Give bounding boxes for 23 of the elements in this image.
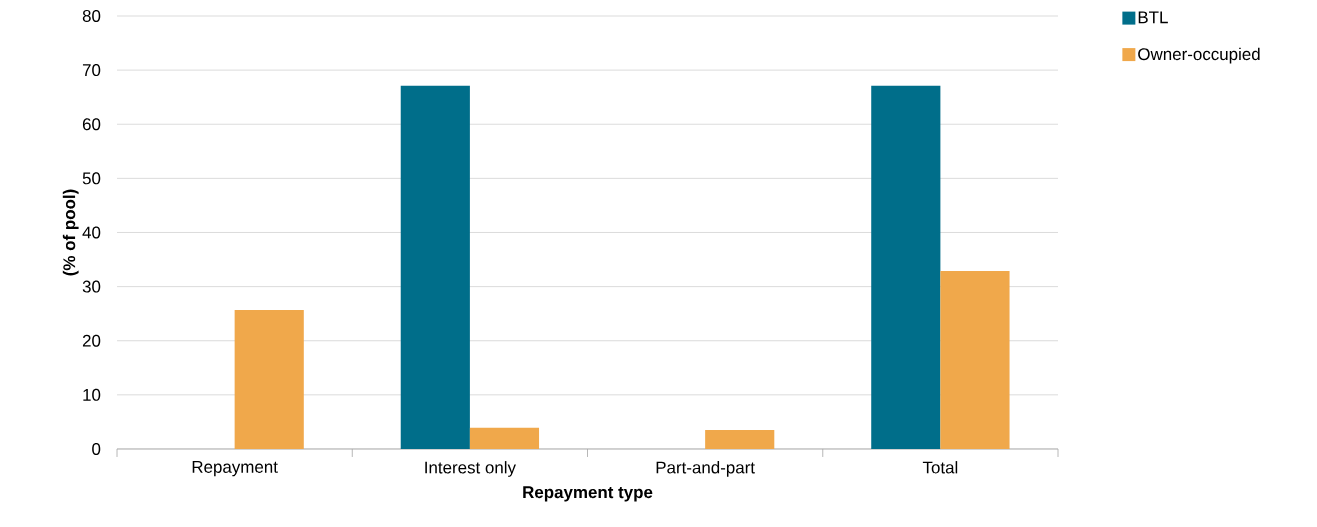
bar bbox=[871, 85, 941, 449]
bar bbox=[705, 430, 775, 449]
y-tick-label: 0 bbox=[92, 442, 101, 455]
legend-label: Owner-occupied bbox=[1138, 47, 1260, 64]
y-tick-label: 50 bbox=[82, 172, 101, 185]
y-tick-label: 80 bbox=[82, 9, 101, 22]
bar bbox=[234, 309, 304, 449]
x-tick-label: Part-and-part bbox=[656, 461, 755, 477]
bar bbox=[400, 85, 470, 449]
x-tick-label: Repayment bbox=[192, 461, 278, 477]
y-tick-label: 40 bbox=[82, 226, 101, 239]
y-tick-label: 70 bbox=[82, 64, 101, 77]
x-tick-label: Total bbox=[922, 461, 958, 474]
bar bbox=[940, 270, 1010, 449]
y-tick-label: 30 bbox=[82, 280, 101, 293]
y-tick-label: 10 bbox=[83, 388, 101, 401]
x-tick-label: Interest only bbox=[425, 461, 516, 477]
bar bbox=[469, 427, 540, 449]
legend-label: BTL bbox=[1138, 11, 1168, 24]
y-tick-label: 60 bbox=[82, 118, 101, 131]
y-tick-label: 20 bbox=[82, 334, 101, 347]
x-axis-title: Repayment type bbox=[523, 486, 653, 502]
y-axis-title: (% of pool) bbox=[62, 189, 79, 276]
